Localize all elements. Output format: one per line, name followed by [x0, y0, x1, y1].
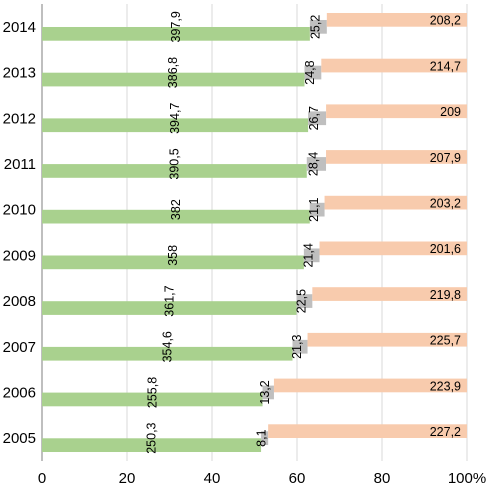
x-tick-label: 80: [374, 470, 391, 487]
data-label: 390,5: [167, 148, 181, 179]
bar-segment: [303, 248, 320, 263]
bar-segment: [309, 202, 325, 217]
bar-segment: [268, 424, 467, 439]
bar-segment: [42, 164, 307, 178]
bar-segment: [326, 104, 467, 119]
bar-segment: [42, 438, 262, 453]
data-label: 386,8: [166, 57, 180, 88]
data-label: 225,7: [430, 334, 461, 348]
x-tick-label: 60: [289, 470, 306, 487]
bar-segment: [261, 431, 269, 446]
data-label: 26,7: [307, 106, 321, 130]
data-label: 24,8: [303, 60, 317, 84]
grid-lines: [41, 4, 468, 461]
bar-segment: [42, 209, 310, 224]
x-tick-label: 100%: [448, 470, 486, 487]
bar-segment: [42, 392, 263, 407]
data-label: 214,7: [430, 59, 461, 73]
data-label: 227,2: [430, 425, 461, 439]
data-label: 394,7: [168, 103, 182, 134]
bar-segment: [292, 339, 308, 354]
data-label: 201,6: [430, 242, 461, 256]
bar-segment: [42, 301, 297, 315]
data-label: 28,4: [306, 152, 320, 176]
bar-segment: [273, 378, 467, 393]
data-label: 208,2: [430, 14, 461, 28]
bar-segment: [324, 195, 467, 210]
x-tick-labels: 0 20 40 60 80 100%: [38, 470, 486, 487]
category-labels: 2014 2013 2012 2011 2010 2009 2008 2007 2006 2005: [3, 19, 36, 447]
category-label: 2011: [4, 156, 36, 173]
data-label: 223,9: [430, 379, 461, 393]
bar-segment: [319, 241, 467, 256]
data-label: 358: [166, 245, 180, 266]
bar-segment: [309, 19, 327, 34]
bar-segment: [262, 385, 274, 400]
category-label: 2012: [3, 110, 36, 127]
data-label: 21,4: [302, 243, 316, 267]
data-label: 255,8: [145, 377, 159, 408]
bar-segment: [321, 58, 467, 73]
category-label: 2013: [3, 65, 36, 82]
data-label: 8,1: [255, 429, 269, 446]
x-tick-label: 40: [204, 470, 221, 487]
bar-segment: [304, 65, 322, 80]
data-label: 21,3: [290, 335, 304, 359]
data-label: 361,7: [162, 285, 176, 316]
x-tick-label: 20: [119, 470, 136, 487]
bar-segment: [42, 26, 310, 41]
category-label: 2007: [3, 339, 36, 356]
data-labels: 397,9 25,2 208,2 386,8 24,8 214,7 394,7 26,7 209…: [145, 11, 462, 454]
bar-segment: [308, 111, 327, 126]
data-label: 354,6: [160, 331, 174, 362]
data-label: 207,9: [430, 151, 461, 165]
x-tick-label: 0: [38, 470, 46, 487]
data-label: 250,3: [145, 422, 159, 453]
data-label: 13,2: [258, 380, 272, 404]
bar-segment: [326, 150, 467, 164]
bar-segment: [42, 118, 309, 133]
bar-segment: [42, 346, 293, 361]
bar-segment: [42, 72, 305, 87]
bar-segment: [326, 12, 467, 27]
category-label: 2005: [3, 430, 36, 447]
bars: [42, 12, 467, 453]
category-label: 2009: [3, 247, 36, 264]
data-label: 209: [440, 105, 461, 119]
bar-segment: [312, 287, 467, 301]
bar-segment: [307, 332, 467, 347]
bar-segment: [42, 255, 304, 270]
category-label: 2008: [3, 293, 36, 310]
category-label: 2010: [3, 202, 36, 219]
data-label: 22,5: [294, 289, 308, 313]
bar-segment: [306, 157, 327, 171]
data-label: 382: [169, 199, 183, 220]
data-label: 203,2: [430, 197, 461, 211]
data-label: 25,2: [308, 15, 322, 39]
bar-segment: [296, 294, 313, 308]
category-label: 2006: [3, 384, 36, 401]
category-label: 2014: [3, 19, 36, 36]
data-label: 219,8: [430, 288, 461, 302]
data-label: 397,9: [169, 11, 183, 42]
data-label: 21,1: [307, 197, 321, 221]
